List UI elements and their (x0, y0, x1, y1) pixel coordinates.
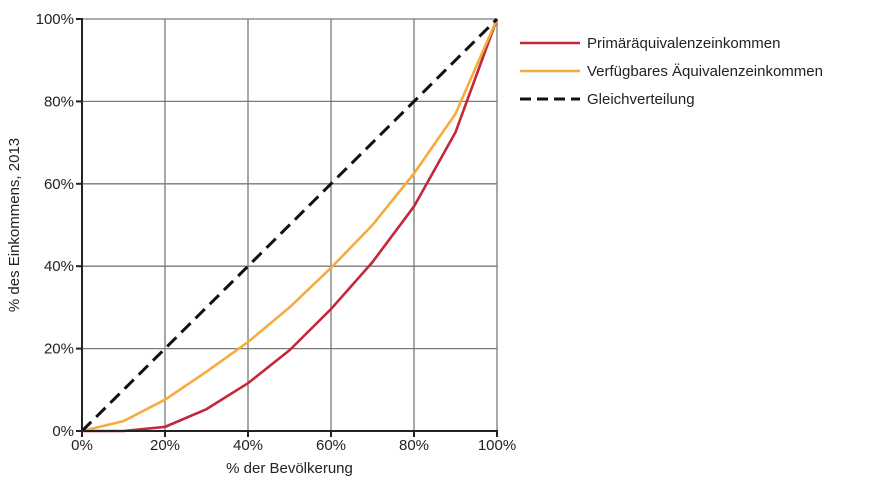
x-axis-label: % der Bevölkerung (226, 460, 353, 477)
x-tick-label: 80% (399, 437, 429, 454)
series-line-1 (82, 18, 499, 433)
series-line-2 (81, 18, 499, 433)
legend-label-2: Verfügbares Äquivalenzeinkommen (587, 63, 823, 80)
series-line-3 (80, 17, 499, 433)
x-tick-label: 40% (233, 437, 263, 454)
x-tick-label: 0% (71, 437, 93, 454)
series-layer (80, 17, 499, 433)
y-tick-label: 20% (44, 341, 74, 358)
y-tick-label: 0% (52, 423, 74, 440)
y-tick-label: 80% (44, 93, 74, 110)
legend-label-3: Gleichverteilung (587, 91, 695, 108)
legend: Primäräquivalenzeinkommen Verfügbares Äqu… (520, 35, 823, 108)
axes (76, 18, 498, 437)
x-tick-label: 60% (316, 437, 346, 454)
legend-label-1: Primäräquivalenzeinkommen (587, 35, 780, 52)
y-tick-label: 100% (36, 11, 74, 28)
y-tick-label: 60% (44, 176, 74, 193)
x-tick-label: 100% (478, 437, 516, 454)
tick-labels: 0% 20% 40% 60% 80% 100% 0% 20% 40% 60% 80% 100% (36, 11, 517, 454)
y-tick-label: 40% (44, 258, 74, 275)
y-axis-label: % des Einkommens, 2013 (6, 138, 23, 312)
x-tick-label: 20% (150, 437, 180, 454)
